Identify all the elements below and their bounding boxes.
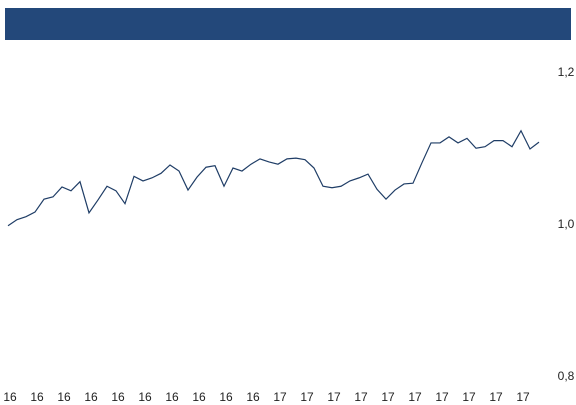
x-tick-label: 17 bbox=[327, 390, 341, 404]
x-tick-label: 17 bbox=[300, 390, 314, 404]
x-tick-label: 17 bbox=[462, 390, 476, 404]
x-tick-label: 17 bbox=[273, 390, 287, 404]
x-tick-label: 17 bbox=[489, 390, 503, 404]
x-tick-label: 17 bbox=[381, 390, 395, 404]
y-tick-label: 1,0 bbox=[558, 217, 575, 231]
header-bar bbox=[5, 8, 571, 40]
x-tick-label: 17 bbox=[516, 390, 530, 404]
x-tick-label: 16 bbox=[84, 390, 98, 404]
x-tick-label: 17 bbox=[354, 390, 368, 404]
x-tick-label: 16 bbox=[165, 390, 179, 404]
x-tick-label: 17 bbox=[408, 390, 422, 404]
x-tick-label: 16 bbox=[219, 390, 233, 404]
x-tick-label: 16 bbox=[138, 390, 152, 404]
x-tick-label: 17 bbox=[435, 390, 449, 404]
x-tick-label: 16 bbox=[57, 390, 71, 404]
y-tick-label: 1,2 bbox=[558, 65, 575, 79]
line-series bbox=[7, 129, 540, 227]
y-tick-label: 0,8 bbox=[558, 369, 575, 383]
x-tick-label: 16 bbox=[30, 390, 44, 404]
x-tick-label: 16 bbox=[192, 390, 206, 404]
x-tick-label: 16 bbox=[246, 390, 260, 404]
x-tick-label: 16 bbox=[111, 390, 125, 404]
x-tick-label: 16 bbox=[3, 390, 17, 404]
